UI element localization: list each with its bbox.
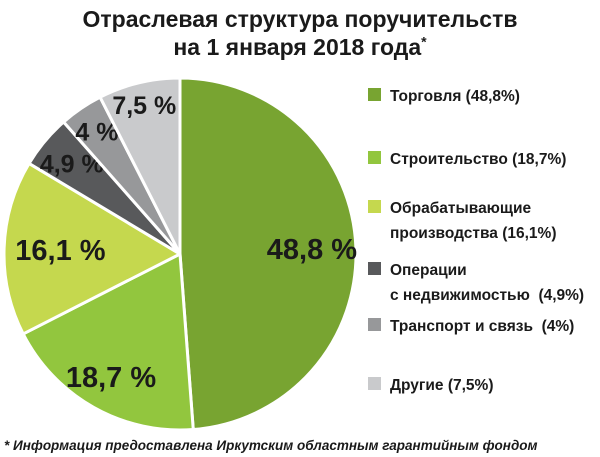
- legend-item-3: Обрабатывающие производства (16,1%): [368, 196, 596, 246]
- pie-slice-6: [98, 76, 182, 256]
- legend-item-2: Строительство (18,7%): [368, 147, 596, 172]
- pie-slice-label-1: 48,8 %: [267, 234, 357, 266]
- legend-item-6: Другие (7,5%): [368, 373, 596, 398]
- legend-label-4: Операции с недвижимостью (4,9%): [390, 262, 585, 304]
- chart-title-line1: Отраслевая структура поручительств: [82, 6, 518, 32]
- title-asterisk: *: [421, 33, 427, 50]
- footnote: * Информация предоставлена Иркутским обл…: [4, 438, 538, 453]
- legend-label-3: Обрабатывающие производства (16,1%): [390, 200, 557, 242]
- pie-slice-label-5: 4 %: [75, 118, 118, 146]
- legend-swatch-2: [368, 151, 381, 164]
- pie-slice-2: [21, 252, 195, 432]
- pie-slice-label-2: 18,7 %: [66, 362, 156, 394]
- legend-label-5: Транспорт и связь (4%): [390, 318, 575, 335]
- chart-title: Отраслевая структура поручительств на 1 …: [0, 5, 600, 61]
- chart-title-line2: на 1 января 2018 года*: [173, 33, 427, 61]
- legend-item-5: Транспорт и связь (4%): [368, 314, 596, 339]
- legend-swatch-6: [368, 377, 381, 390]
- chart-legend: Торговля (48,8%) Строительство (18,7%) Обр…: [368, 84, 596, 398]
- legend-swatch-5: [368, 318, 381, 331]
- pie-slice-3: [2, 161, 182, 336]
- legend-item-1: Торговля (48,8%): [368, 84, 596, 109]
- legend-swatch-4: [368, 262, 381, 275]
- legend-label-1: Торговля (48,8%): [390, 88, 520, 105]
- legend-swatch-3: [368, 200, 381, 213]
- pie-slice-label-6: 7,5 %: [112, 92, 176, 120]
- legend-swatch-1: [368, 88, 381, 101]
- legend-item-4: Операции с недвижимостью (4,9%): [368, 258, 596, 308]
- legend-label-2: Строительство (18,7%): [390, 151, 567, 168]
- pie-slice-1: [178, 76, 358, 431]
- pie-chart: 48,8 %18,7 %16,1 %4,9 %4 %7,5 %: [2, 76, 358, 432]
- pie-slice-label-3: 16,1 %: [15, 235, 105, 267]
- legend-label-6: Другие (7,5%): [390, 377, 494, 394]
